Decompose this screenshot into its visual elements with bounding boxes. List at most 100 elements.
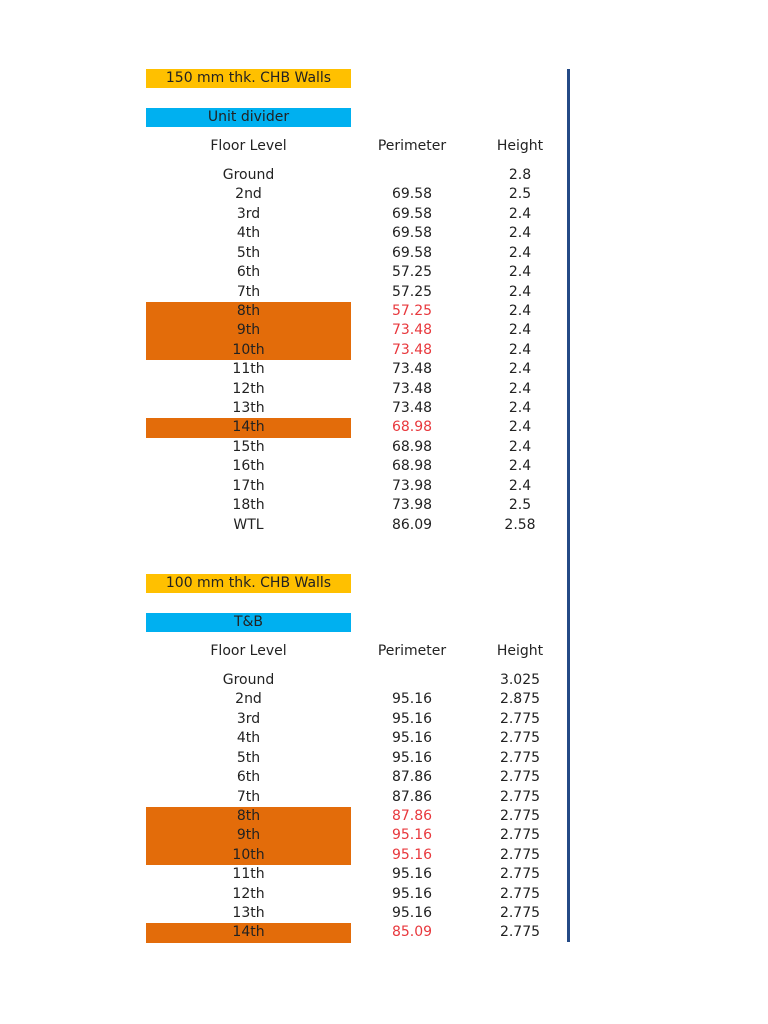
floor-cell: 3rd xyxy=(236,205,261,222)
floor-cell: 4th xyxy=(236,730,261,747)
perimeter-cell: 87.86 xyxy=(391,807,433,824)
floor-cell: 13th xyxy=(232,400,265,417)
row-highlight xyxy=(146,806,351,827)
floor-cell: 2nd xyxy=(235,186,262,203)
perimeter-cell: 69.58 xyxy=(391,244,433,261)
row-highlight xyxy=(146,923,351,944)
perimeter-cell: 73.48 xyxy=(391,361,433,378)
column-header: Perimeter xyxy=(377,138,447,154)
perimeter-cell: 73.98 xyxy=(391,497,433,514)
floor-cell: 3rd xyxy=(236,710,261,727)
perimeter-cell: 85.09 xyxy=(391,924,433,941)
row-highlight xyxy=(146,845,351,866)
floor-cell: 12th xyxy=(232,885,265,902)
section-title: 150 mm thk. CHB Walls xyxy=(146,69,351,88)
height-cell: 2.775 xyxy=(499,730,541,747)
height-cell: 2.5 xyxy=(508,497,532,514)
section-title: 100 mm thk. CHB Walls xyxy=(146,574,351,593)
height-cell: 2.4 xyxy=(508,458,532,475)
row-highlight xyxy=(146,301,351,322)
height-cell: 2.58 xyxy=(504,516,536,533)
floor-cell: 11th xyxy=(232,866,265,883)
height-cell: 2.775 xyxy=(499,866,541,883)
perimeter-cell: 68.98 xyxy=(391,419,433,436)
height-cell: 2.4 xyxy=(508,419,532,436)
height-cell: 2.4 xyxy=(508,283,532,300)
height-cell: 2.5 xyxy=(508,186,532,203)
height-cell: 2.4 xyxy=(508,380,532,397)
floor-cell: Ground xyxy=(222,167,275,183)
perimeter-cell: 68.98 xyxy=(391,458,433,475)
floor-cell: 2nd xyxy=(235,691,262,708)
height-cell: 2.4 xyxy=(508,438,532,455)
perimeter-cell: 95.16 xyxy=(391,827,433,844)
floor-cell: 13th xyxy=(232,905,265,922)
perimeter-cell: 95.16 xyxy=(391,710,433,727)
height-cell: 2.775 xyxy=(499,905,541,922)
perimeter-cell: 73.48 xyxy=(391,400,433,417)
floor-cell: 9th xyxy=(236,827,261,844)
perimeter-cell: 73.48 xyxy=(391,341,433,358)
height-cell: 2.775 xyxy=(499,885,541,902)
row-highlight xyxy=(146,826,351,847)
perimeter-cell: 73.98 xyxy=(391,477,433,494)
height-cell: 2.4 xyxy=(508,477,532,494)
perimeter-cell: 69.58 xyxy=(391,225,433,242)
floor-cell: 8th xyxy=(236,302,261,319)
floor-cell: 10th xyxy=(232,846,265,863)
column-border xyxy=(567,69,570,942)
perimeter-cell: 87.86 xyxy=(391,788,433,805)
perimeter-cell: 95.16 xyxy=(391,905,433,922)
floor-cell: 14th xyxy=(232,924,265,941)
section-subtitle: T&B xyxy=(146,613,351,632)
perimeter-cell: 73.48 xyxy=(391,322,433,339)
height-cell: 2.4 xyxy=(508,400,532,417)
height-cell: 2.775 xyxy=(499,710,541,727)
column-header: Perimeter xyxy=(377,643,447,659)
column-header: Floor Level xyxy=(210,643,287,659)
column-header: Height xyxy=(496,138,544,154)
height-cell: 2.4 xyxy=(508,302,532,319)
column-header: Floor Level xyxy=(210,138,287,154)
perimeter-cell: 95.16 xyxy=(391,749,433,766)
height-cell: 2.775 xyxy=(499,788,541,805)
floor-cell: 7th xyxy=(236,283,261,300)
floor-cell: 5th xyxy=(236,244,261,261)
floor-cell: 18th xyxy=(232,497,265,514)
floor-cell: 11th xyxy=(232,361,265,378)
perimeter-cell: 73.48 xyxy=(391,380,433,397)
floor-cell: 16th xyxy=(232,458,265,475)
perimeter-cell: 57.25 xyxy=(391,302,433,319)
perimeter-cell: 69.58 xyxy=(391,186,433,203)
perimeter-cell: 95.16 xyxy=(391,866,433,883)
height-cell: 2.4 xyxy=(508,341,532,358)
height-cell: 2.4 xyxy=(508,225,532,242)
floor-cell: 12th xyxy=(232,380,265,397)
floor-cell: Ground xyxy=(222,672,275,688)
perimeter-cell: 95.16 xyxy=(391,885,433,902)
column-header: Height xyxy=(496,643,544,659)
perimeter-cell: 68.98 xyxy=(391,438,433,455)
height-cell: 2.775 xyxy=(499,827,541,844)
height-cell: 2.4 xyxy=(508,205,532,222)
floor-cell: 15th xyxy=(232,438,265,455)
perimeter-cell: 57.25 xyxy=(391,283,433,300)
height-cell: 2.775 xyxy=(499,807,541,824)
floor-cell: 14th xyxy=(232,419,265,436)
perimeter-cell: 57.25 xyxy=(391,264,433,281)
floor-cell: 8th xyxy=(236,807,261,824)
section-subtitle: Unit divider xyxy=(146,108,351,127)
perimeter-cell: 86.09 xyxy=(391,516,433,533)
perimeter-cell: 95.16 xyxy=(391,846,433,863)
height-cell: 2.4 xyxy=(508,361,532,378)
height-cell: 2.775 xyxy=(499,749,541,766)
floor-cell: 6th xyxy=(236,769,261,786)
perimeter-cell: 69.58 xyxy=(391,205,433,222)
height-cell: 2.775 xyxy=(499,846,541,863)
row-highlight xyxy=(146,321,351,342)
floor-cell: 17th xyxy=(232,477,265,494)
perimeter-cell: 95.16 xyxy=(391,730,433,747)
row-highlight xyxy=(146,418,351,439)
floor-cell: 5th xyxy=(236,749,261,766)
